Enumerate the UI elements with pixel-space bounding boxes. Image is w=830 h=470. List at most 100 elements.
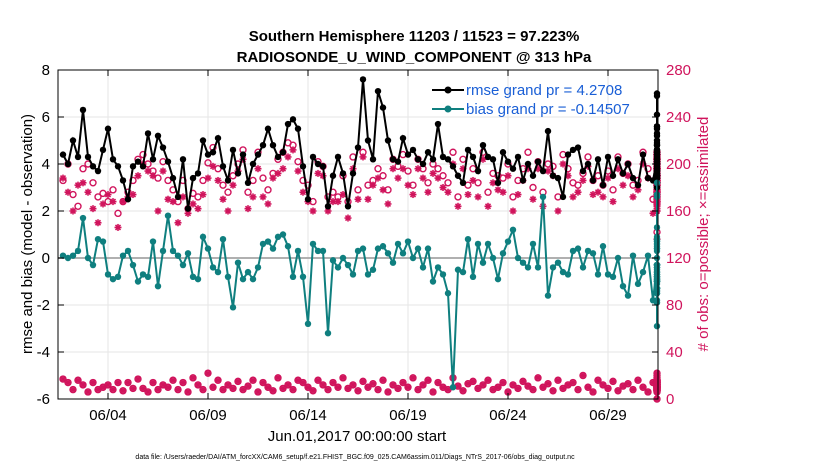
bias-point bbox=[504, 238, 512, 245]
obs-low-assimilated-point bbox=[154, 386, 162, 394]
rmse-point bbox=[589, 177, 597, 184]
rmse-point bbox=[534, 158, 542, 165]
bias-point bbox=[304, 320, 312, 327]
obs-assimilated-point bbox=[514, 191, 522, 199]
obs-low-assimilated-point bbox=[264, 383, 272, 391]
rmse-point bbox=[644, 174, 652, 182]
bias-point bbox=[324, 330, 332, 337]
rmse-point bbox=[653, 90, 661, 97]
rmse-point bbox=[354, 144, 362, 151]
rmse-point bbox=[314, 160, 322, 168]
rmse-point bbox=[624, 160, 632, 168]
obs-low-assimilated-point bbox=[164, 383, 172, 391]
obs-low-assimilated-point bbox=[614, 387, 622, 395]
rmse-point bbox=[359, 76, 367, 83]
rmse-point bbox=[274, 153, 282, 161]
rmse-point bbox=[504, 158, 512, 165]
obs-low-assimilated-point bbox=[359, 377, 367, 385]
y-tick-label-right: 120 bbox=[666, 250, 691, 267]
rmse-point bbox=[129, 163, 137, 170]
bias-point bbox=[104, 271, 112, 278]
obs-low-assimilated-point bbox=[89, 379, 97, 387]
obs-possible-point bbox=[89, 179, 97, 187]
obs-low-assimilated-point bbox=[189, 374, 197, 382]
rmse-point bbox=[404, 151, 412, 158]
obs-assimilated-point bbox=[224, 207, 232, 215]
obs-assimilated-point bbox=[344, 214, 352, 222]
obs-possible-point bbox=[139, 150, 147, 159]
obs-low-assimilated-point bbox=[589, 388, 597, 396]
obs-assimilated-point bbox=[434, 174, 442, 182]
bias-point bbox=[319, 247, 327, 255]
rmse-point bbox=[429, 156, 437, 163]
rmse-point bbox=[294, 125, 302, 132]
rmse-point bbox=[653, 151, 661, 158]
rmse-point bbox=[464, 146, 472, 154]
bias-point bbox=[539, 193, 547, 201]
y-tick-label-right: 280 bbox=[666, 62, 691, 79]
bias-point bbox=[139, 271, 147, 278]
obs-low-assimilated-point bbox=[129, 384, 137, 392]
rmse-point bbox=[524, 160, 532, 168]
obs-low-assimilated-point bbox=[109, 386, 117, 394]
obs-assimilated-point bbox=[424, 188, 432, 196]
bias-point bbox=[374, 245, 382, 252]
obs-possible-point bbox=[244, 188, 252, 196]
legend-rmse-marker bbox=[444, 86, 452, 94]
obs-low-assimilated-point bbox=[184, 388, 192, 396]
obs-low-assimilated-point bbox=[329, 379, 337, 387]
rmse-point bbox=[154, 132, 162, 139]
data-marks bbox=[59, 76, 661, 403]
rmse-point bbox=[653, 167, 661, 175]
obs-assimilated-point bbox=[379, 186, 387, 194]
x-tick-label: 06/19 bbox=[389, 407, 427, 424]
y-tick-label-right: 160 bbox=[666, 203, 691, 220]
obs-possible-point bbox=[219, 181, 227, 189]
rmse-point bbox=[439, 153, 447, 161]
obs-assimilated-point bbox=[189, 200, 197, 208]
bias-point bbox=[569, 247, 577, 255]
chart-title-line1: Southern Hemisphere 11203 / 11523 = 97.2… bbox=[249, 28, 580, 45]
obs-assimilated-point bbox=[409, 191, 417, 199]
obs-low-assimilated-point bbox=[524, 382, 532, 390]
obs-low-assimilated-point bbox=[639, 383, 647, 391]
obs-assimilated-point bbox=[294, 167, 302, 175]
bias-point bbox=[94, 236, 102, 243]
bias-point bbox=[134, 278, 142, 285]
bias-point bbox=[653, 247, 661, 255]
obs-low-assimilated-point bbox=[194, 381, 202, 389]
obs-low-assimilated-point bbox=[374, 386, 382, 394]
rmse-point bbox=[309, 153, 317, 161]
obs-low-assimilated-point bbox=[469, 377, 477, 385]
obs-low-assimilated-point bbox=[429, 388, 437, 396]
obs-assimilated-point bbox=[334, 198, 342, 206]
obs-low-assimilated-point bbox=[119, 387, 127, 395]
obs-low-assimilated-point bbox=[309, 387, 317, 395]
bias-point bbox=[369, 266, 377, 273]
obs-assimilated-point bbox=[324, 207, 332, 215]
obs-assimilated-point bbox=[559, 160, 567, 168]
obs-assimilated-point bbox=[219, 195, 227, 203]
obs-assimilated-point bbox=[419, 174, 427, 182]
bias-point bbox=[544, 292, 552, 299]
rmse-point bbox=[199, 137, 207, 144]
obs-assimilated-point bbox=[624, 172, 632, 180]
bias-point bbox=[309, 240, 317, 248]
rmse-point bbox=[544, 127, 552, 135]
rmse-point bbox=[634, 181, 642, 189]
obs-low-assimilated-point bbox=[399, 379, 407, 387]
obs-assimilated-point bbox=[389, 165, 397, 173]
bias-point bbox=[354, 247, 362, 255]
obs-low-assimilated-point bbox=[114, 379, 122, 387]
bias-point bbox=[214, 268, 222, 276]
obs-assimilated-point bbox=[209, 162, 217, 170]
y-axis-label-right: # of obs: o=possible; ×=assimilated bbox=[695, 117, 712, 352]
rmse-point bbox=[69, 137, 77, 144]
rmse-point bbox=[599, 181, 607, 189]
obs-possible-point bbox=[449, 148, 457, 156]
bias-point bbox=[259, 240, 267, 248]
obs-low-assimilated-point bbox=[624, 380, 632, 388]
rmse-point bbox=[254, 151, 262, 158]
rmse-point bbox=[204, 151, 212, 158]
